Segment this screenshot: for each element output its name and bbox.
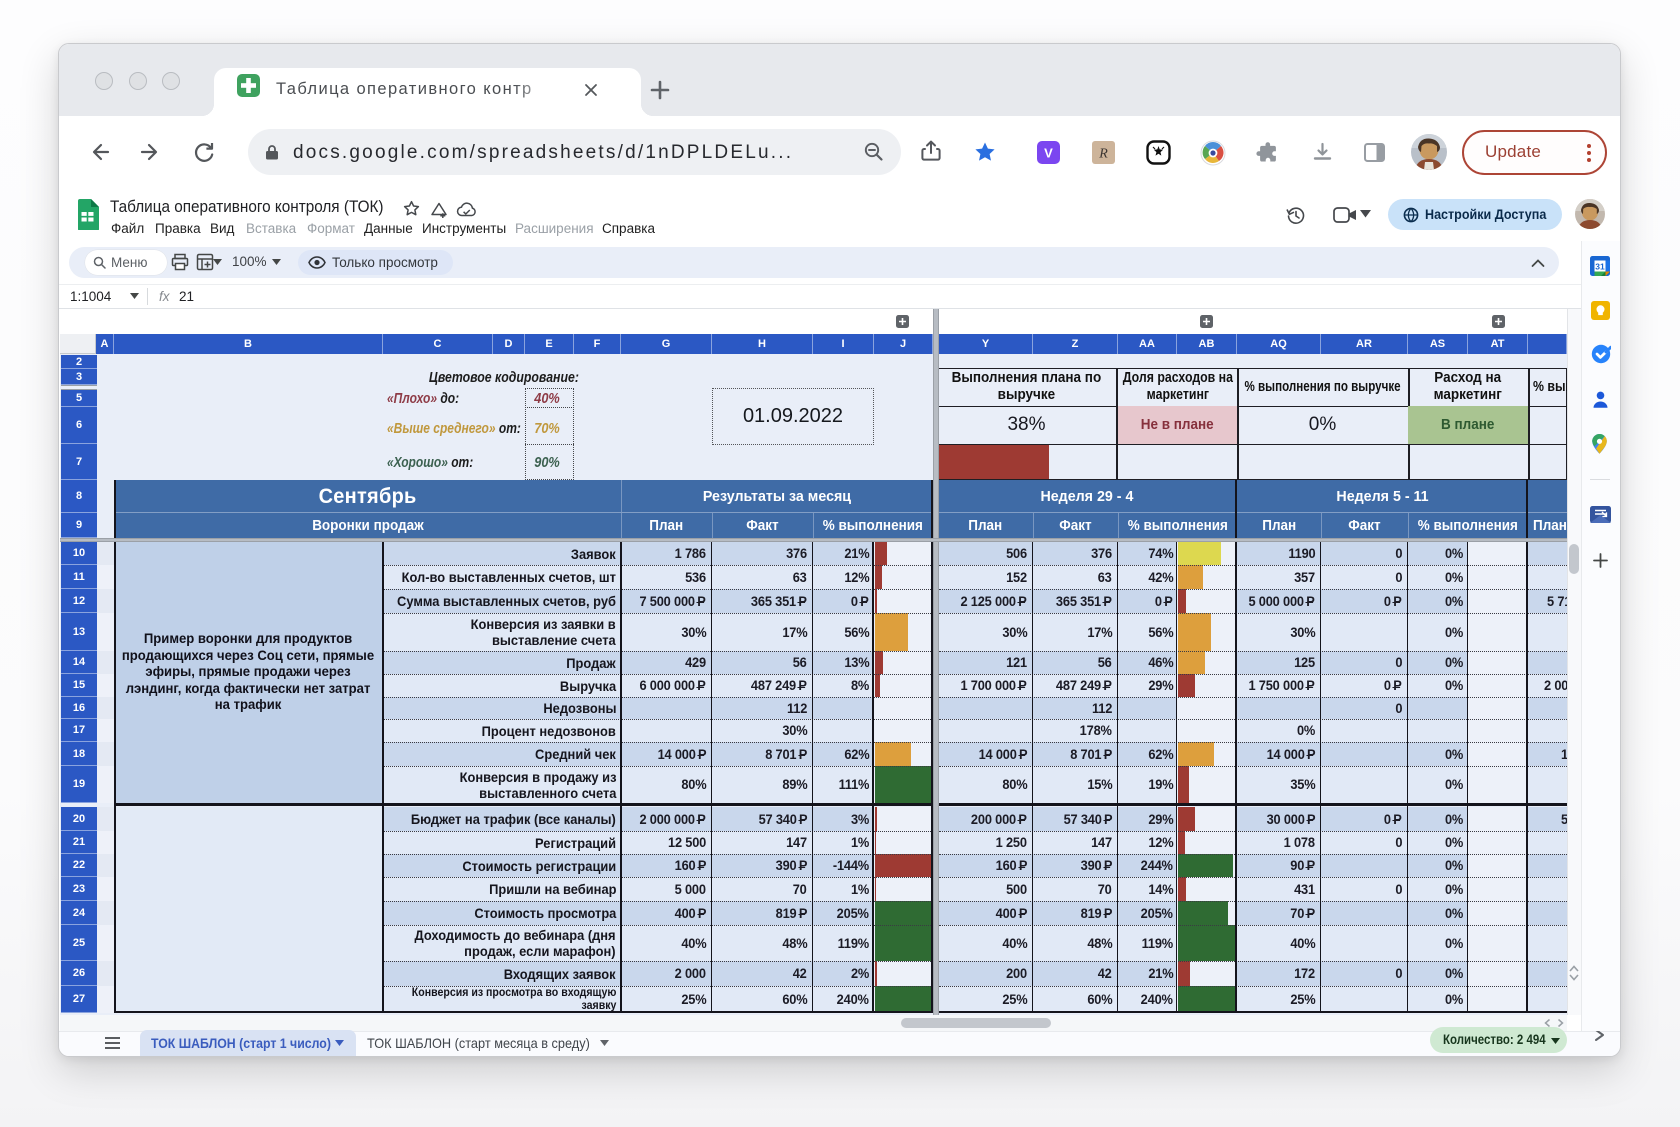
svg-text:31: 31 [1595, 262, 1605, 272]
svg-text:R: R [1098, 147, 1108, 162]
svg-text:V: V [1044, 146, 1053, 161]
